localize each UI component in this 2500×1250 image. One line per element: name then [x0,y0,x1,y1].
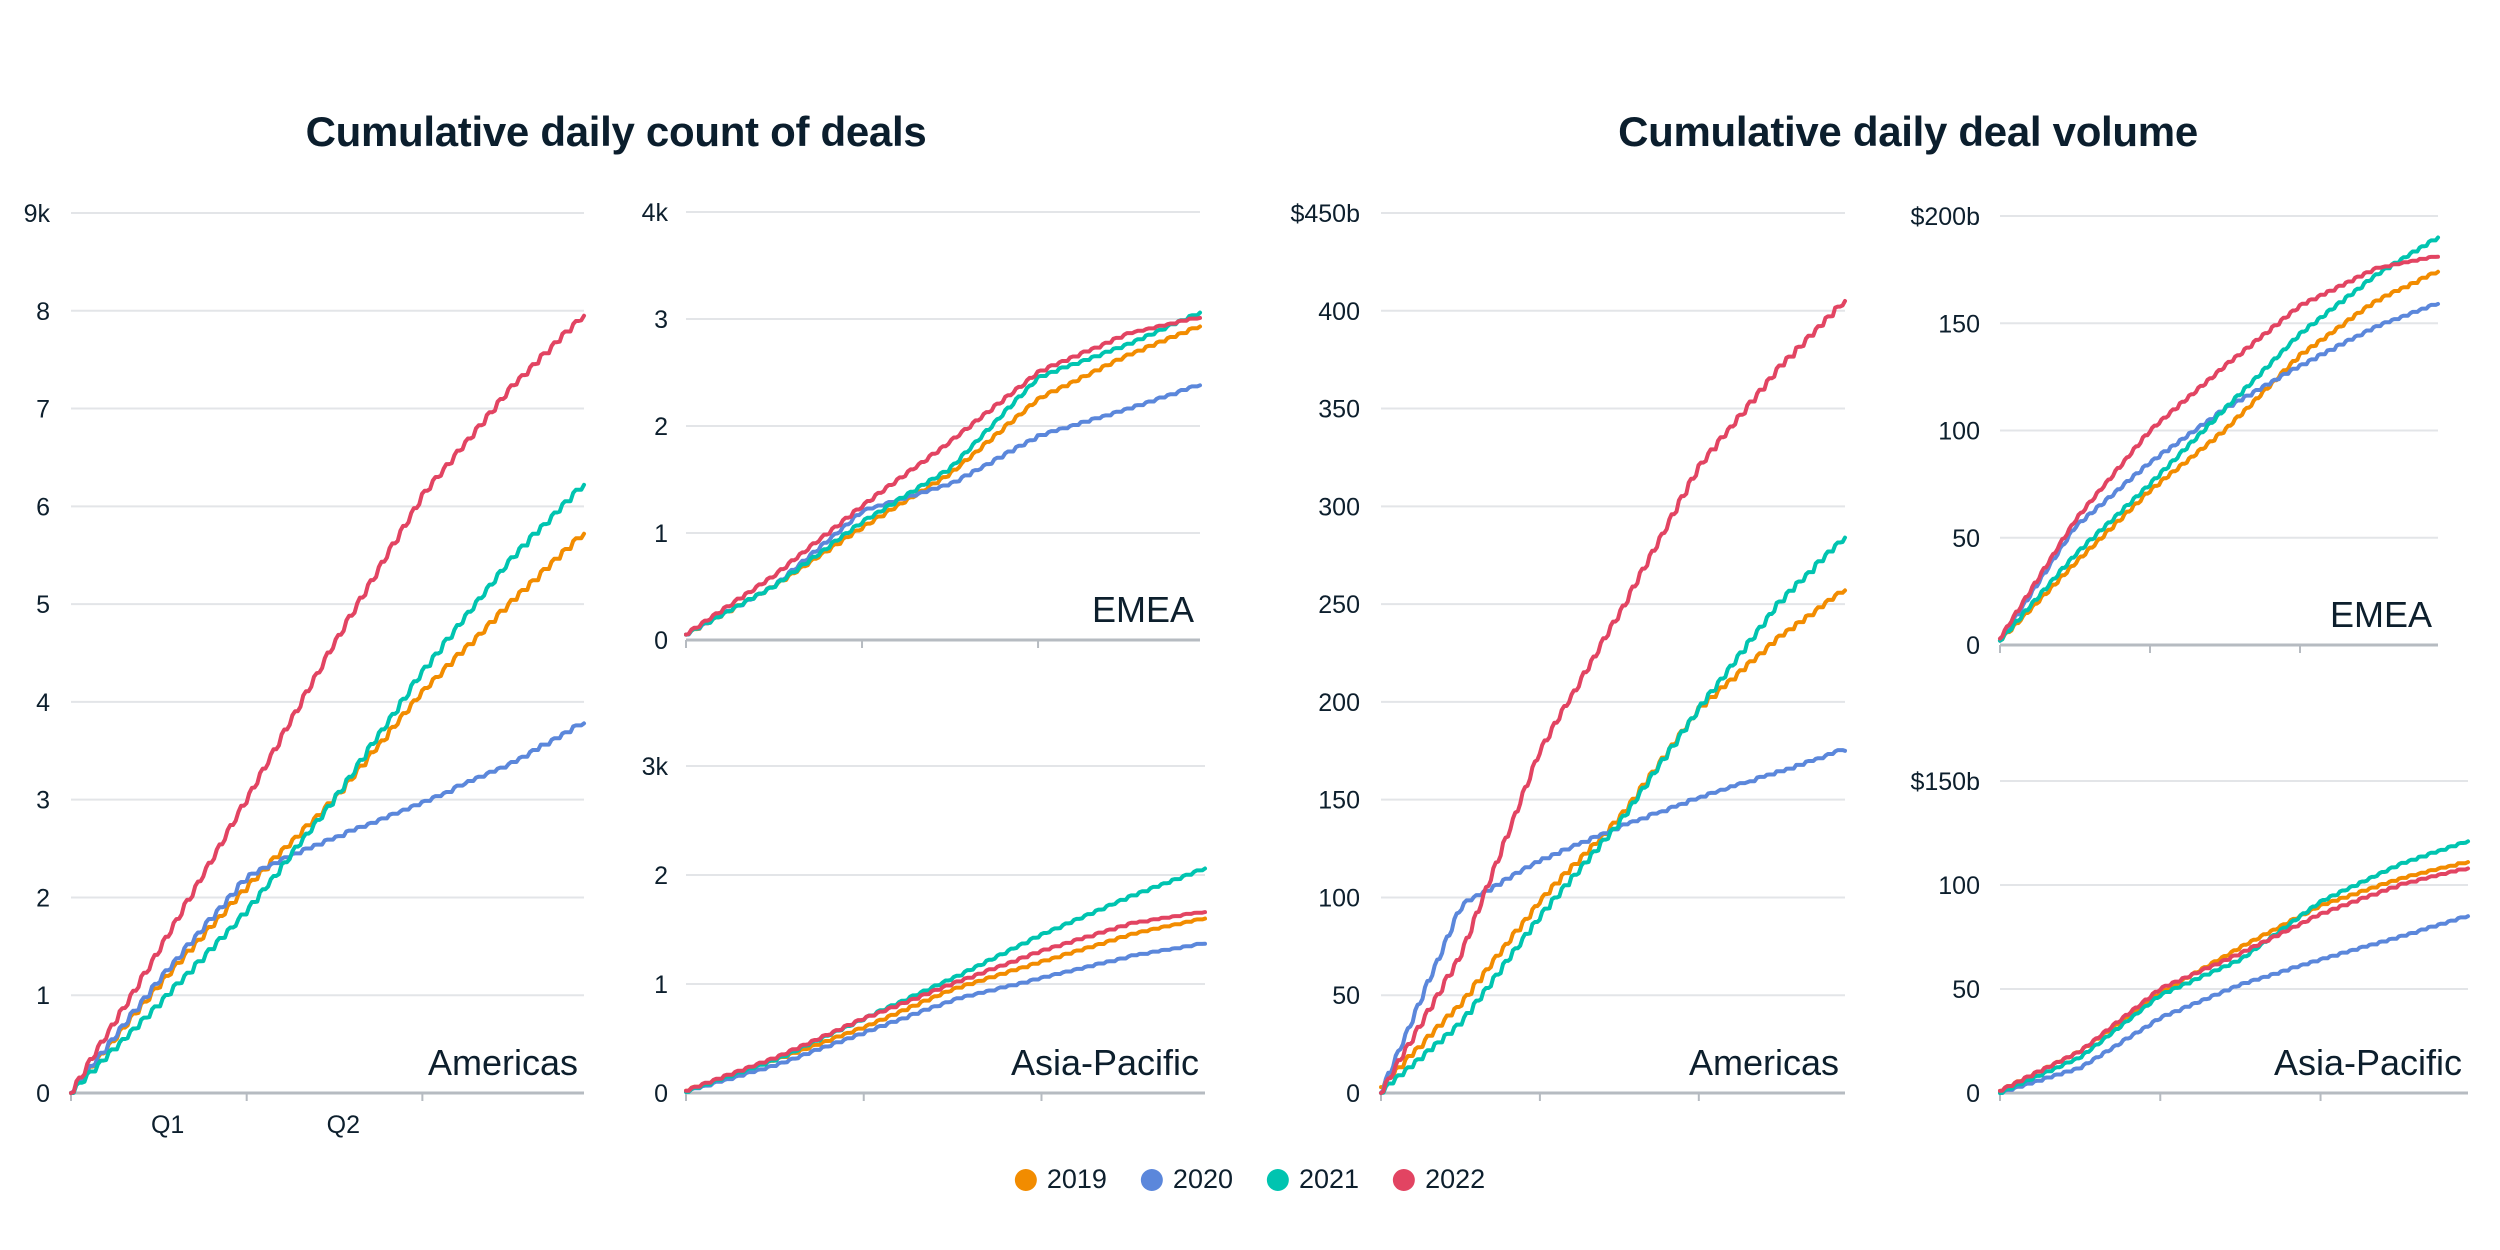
legend-label: 2019 [1046,1164,1107,1194]
series-line-2021[interactable] [1998,235,2440,643]
region-label: EMEA [1092,589,1194,630]
y-tick-label: 9k [24,200,51,228]
y-tick-label: 3 [654,306,668,334]
series-line-2021[interactable] [1379,535,1847,1095]
y-tick-label: 150 [1318,787,1360,815]
y-tick-label: 5 [36,591,50,619]
chart-panel-volume-apac: 0 50 100 $150b Asia-Pacific [1910,768,2470,1108]
volume-chart-title: Cumulative daily deal volume [1618,108,2198,155]
count-chart-title: Cumulative daily count of deals [305,108,927,155]
series-line-2022[interactable] [1379,299,1847,1095]
legend-dot-icon [1267,1168,1289,1191]
y-tick-label: 50 [1332,982,1360,1010]
series-line-2021[interactable] [684,310,1202,637]
y-tick-label: 1 [654,520,668,548]
region-label: Asia-Pacific [1011,1042,1199,1083]
series-line-2021[interactable] [69,482,586,1095]
series-line-2021[interactable] [1998,839,2470,1095]
y-tick-label: 2 [36,884,50,912]
y-tick-label: $450b [1290,200,1360,228]
y-tick-label: 100 [1938,418,1980,446]
series-line-2019[interactable] [1998,269,2440,643]
series-line-2020[interactable] [69,721,586,1095]
legend-label: 2022 [1425,1164,1486,1194]
y-tick-label: 150 [1938,310,1980,338]
y-tick-label: 0 [1966,632,1980,660]
series-line-2022[interactable] [1998,254,2440,641]
region-label: Asia-Pacific [2274,1042,2462,1083]
y-tick-label: 3k [642,753,669,781]
legend-dot-icon [1014,1168,1037,1191]
series-line-2019[interactable] [1379,588,1847,1090]
legend-item-2021[interactable]: 2021 [1267,1164,1359,1195]
y-tick-label: 250 [1318,591,1360,619]
legend-dot-icon [1140,1168,1163,1191]
x-tick-label: Q1 [151,1111,184,1139]
y-tick-label: 4 [36,689,50,717]
y-tick-label: 100 [1938,872,1980,900]
y-tick-label: 1 [36,982,50,1010]
y-tick-label: 3 [36,787,50,815]
chart-panel-count-apac: 0 1 2 3k Asia-Pacific [642,753,1207,1108]
legend-dot-icon [1393,1168,1416,1191]
legend-item-2019[interactable]: 2019 [1014,1164,1107,1195]
series-line-2020[interactable] [684,941,1207,1094]
series-line-2020[interactable] [1998,914,2470,1095]
y-tick-label: 7 [36,396,50,424]
x-tick-label: Q2 [327,1111,360,1139]
y-tick-label: 4k [642,199,669,227]
y-tick-label: 0 [654,627,668,655]
y-tick-label: 300 [1318,493,1360,521]
y-tick-label: $200b [1910,203,1980,231]
legend-item-2020[interactable]: 2020 [1140,1164,1233,1195]
y-tick-label: 200 [1318,689,1360,717]
chart-panel-volume-emea: 0 50 100 150 $200b EMEA [1910,203,2440,660]
y-tick-label: 0 [36,1080,50,1108]
series-line-2022[interactable] [69,313,586,1095]
y-tick-label: $150b [1910,768,1980,796]
y-tick-label: 2 [654,862,668,890]
y-tick-label: 50 [1952,976,1980,1004]
legend-label: 2021 [1299,1164,1360,1194]
y-tick-label: 100 [1318,884,1360,912]
y-tick-label: 8 [36,298,50,326]
chart-panel-volume-americas: 0 50 100 150 200 250 300 350 400 $450b Americas [1290,200,1847,1108]
series-line-2022[interactable] [684,910,1207,1093]
region-label: Americas [428,1042,578,1083]
legend-label: 2020 [1172,1164,1233,1194]
y-tick-label: 0 [1346,1080,1360,1108]
y-tick-label: 350 [1318,396,1360,424]
series-line-2022[interactable] [684,315,1202,637]
y-tick-label: 0 [654,1080,668,1108]
series-line-2022[interactable] [1998,866,2470,1093]
chart-panel-count-emea: 0 1 2 3 4k EMEA [642,199,1202,655]
legend-item-2022[interactable]: 2022 [1393,1164,1485,1195]
y-tick-label: 6 [36,493,50,521]
chart-panel-count-americas: 0 1 2 3 4 5 6 7 8 9k Q1 Q2 Americas [24,200,586,1139]
series-line-2020[interactable] [1998,301,2440,643]
y-tick-label: 50 [1952,525,1980,553]
region-label: EMEA [2330,594,2432,635]
y-tick-label: 2 [654,413,668,441]
y-tick-label: 0 [1966,1080,1980,1108]
region-label: Americas [1689,1042,1839,1083]
series-line-2019[interactable] [69,531,586,1095]
y-tick-label: 1 [654,971,668,999]
legend: 2019 2020 2021 2022 [1014,1164,1485,1195]
y-tick-label: 400 [1318,298,1360,326]
